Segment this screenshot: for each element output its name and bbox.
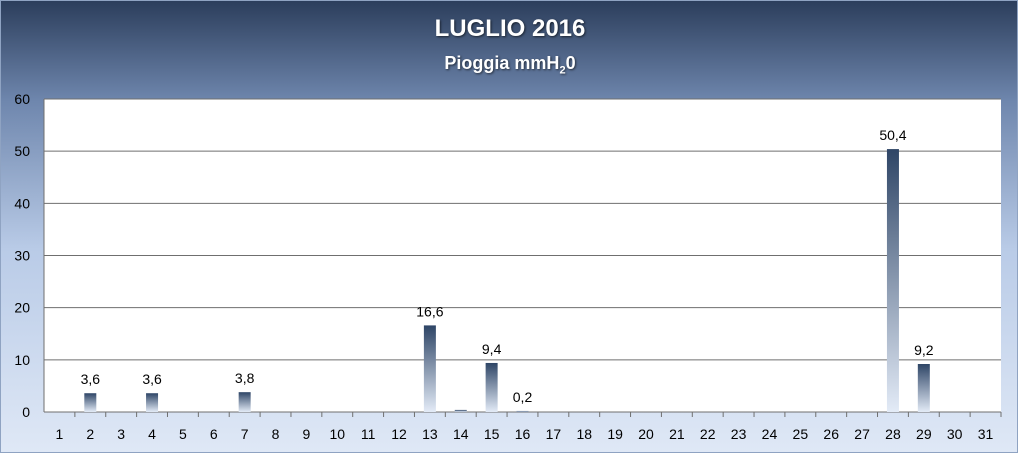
x-tick-label: 11	[361, 426, 376, 442]
x-tick-label: 28	[885, 426, 901, 442]
x-tick-label: 29	[916, 426, 932, 442]
x-tick-label: 25	[793, 426, 809, 442]
x-tick-label: 6	[210, 426, 218, 442]
bar	[917, 364, 930, 412]
x-tick-label: 10	[329, 426, 345, 442]
bar	[485, 362, 498, 412]
x-tick-label: 3	[117, 426, 125, 442]
x-tick-label: 31	[978, 426, 994, 442]
data-label: 9,2	[914, 342, 934, 358]
y-tick-label: 10	[14, 352, 30, 368]
x-tick-label: 22	[700, 426, 716, 442]
x-tick-label: 21	[669, 426, 685, 442]
bar	[886, 149, 899, 412]
subtitle-subscript: 2	[559, 64, 566, 77]
data-labels: 3,6 3,6 3,8 16,6 9,4 0,2 50,4 9,2	[81, 127, 934, 405]
x-tick-label: 14	[453, 426, 469, 442]
x-tick-label: 2	[86, 426, 94, 442]
x-tick-label: 26	[823, 426, 839, 442]
x-tick-label: 7	[241, 426, 249, 442]
x-tick-label: 18	[576, 426, 592, 442]
y-axis-ticks: 0 10 20 30 40 50 60	[14, 91, 30, 420]
x-tick-label: 17	[546, 426, 562, 442]
x-tick-label: 19	[607, 426, 623, 442]
bar	[423, 325, 436, 412]
data-label: 50,4	[879, 127, 906, 143]
bar	[84, 393, 97, 412]
data-label: 3,6	[81, 371, 101, 387]
y-tick-label: 30	[14, 248, 30, 264]
data-label: 0,2	[513, 389, 533, 405]
chart-title: LUGLIO 2016	[434, 15, 586, 42]
bar	[454, 409, 467, 412]
x-axis-ticks: 1 2 3 4 5 6 7 8 9 10 11 12 13 14 15 16 17 18 19 20 21 22 23 24 2…	[56, 412, 1002, 442]
bar	[146, 393, 159, 412]
x-tick-label: 20	[638, 426, 654, 442]
data-label: 3,6	[142, 371, 162, 387]
x-tick-label: 23	[731, 426, 747, 442]
x-tick-label: 9	[303, 426, 311, 442]
bar	[516, 410, 529, 412]
bar	[238, 392, 251, 412]
subtitle-main: Pioggia mmH	[444, 53, 560, 73]
subtitle-end: 0	[565, 53, 576, 73]
x-tick-label: 27	[854, 426, 870, 442]
x-tick-label: 5	[179, 426, 187, 442]
x-tick-label: 13	[422, 426, 438, 442]
gridlines	[43, 98, 1001, 413]
bars	[84, 149, 930, 412]
y-tick-label: 40	[14, 195, 30, 211]
x-tick-label: 1	[56, 426, 64, 442]
y-tick-label: 60	[14, 91, 30, 107]
x-tick-label: 16	[515, 426, 531, 442]
y-tick-label: 20	[14, 300, 30, 316]
data-label: 9,4	[482, 341, 502, 357]
y-tick-label: 0	[22, 404, 30, 420]
x-tick-label: 4	[148, 426, 156, 442]
x-tick-label: 15	[484, 426, 500, 442]
y-tick-label: 50	[14, 143, 30, 159]
x-tick-label: 24	[762, 426, 778, 442]
x-tick-label: 8	[272, 426, 280, 442]
chart-subtitle: Pioggia mmH20	[1, 53, 1017, 77]
x-tick-label: 30	[947, 426, 963, 442]
x-tick-label: 12	[391, 426, 407, 442]
data-label: 3,8	[235, 370, 255, 386]
data-label: 16,6	[416, 303, 443, 319]
